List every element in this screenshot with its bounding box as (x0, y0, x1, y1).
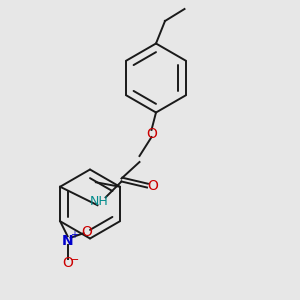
Text: −: − (70, 255, 79, 265)
Text: +: + (70, 230, 78, 240)
Text: O: O (146, 127, 157, 140)
Text: N: N (62, 234, 74, 248)
Text: NH: NH (90, 194, 108, 208)
Text: O: O (147, 179, 158, 193)
Text: O: O (82, 225, 93, 239)
Text: O: O (62, 256, 73, 270)
